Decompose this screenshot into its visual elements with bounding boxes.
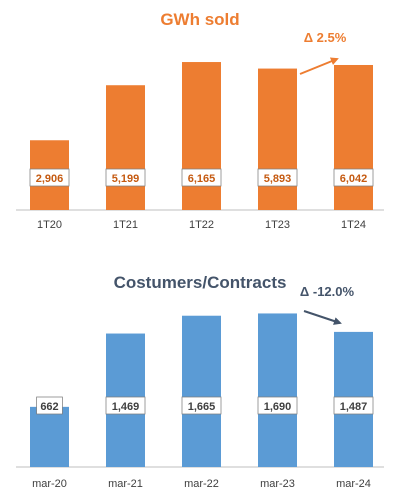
chart-2-tick-labels: mar-20 mar-21 mar-22 mar-23 mar-24	[32, 478, 371, 490]
chart-2-bar-mar-20	[30, 406, 69, 467]
customers-contracts-chart: Costumers/Contracts 662 1,469 1,665 1,690 1,…	[16, 273, 384, 490]
gwh-sold-chart: GWh sold 2,906 5,199 6,165 5,893 6,042 1T20 1…	[16, 10, 384, 231]
chart-1-tick-label: 1T24	[341, 219, 366, 231]
chart-1-tick-label: 1T21	[113, 219, 138, 231]
chart-1-tick-label: 1T22	[189, 219, 214, 231]
chart-2-data-label: 662	[40, 401, 58, 413]
chart-1-data-label: 6,042	[340, 173, 368, 185]
chart-1-data-label-box	[105, 168, 146, 187]
chart-2-data-label: 1,665	[188, 401, 216, 413]
chart-2-data-label-box	[333, 396, 374, 415]
chart-1-delta-annotation: Δ 2.5%	[304, 30, 347, 45]
chart-1-data-label-box	[257, 168, 298, 187]
chart-2-data-label-box	[105, 396, 146, 415]
chart-2-delta-arrow	[303, 310, 342, 325]
chart-2-tick-label: mar-20	[32, 478, 67, 490]
chart-1-data-label-box	[333, 168, 374, 187]
chart-2-data-label-box	[257, 396, 298, 415]
chart-2-tick-label: mar-22	[184, 478, 219, 490]
chart-1-bar-1T22	[182, 62, 221, 210]
chart-1-bars: 2,906 5,199 6,165 5,893 6,042	[29, 62, 374, 211]
chart-1-data-label: 2,906	[36, 173, 64, 185]
chart-1-data-label-box	[181, 168, 222, 187]
chart-2-bars: 662 1,469 1,665 1,690 1,487	[30, 313, 374, 467]
chart-2-data-label-box	[36, 396, 63, 415]
chart-1-title: GWh sold	[160, 10, 239, 29]
chart-1-data-label-box	[29, 168, 70, 187]
chart-1-data-label: 6,165	[188, 173, 216, 185]
chart-2-tick-label: mar-24	[336, 478, 371, 490]
chart-2-data-label: 1,690	[264, 401, 292, 413]
chart-1-data-label: 5,893	[264, 173, 292, 185]
chart-2-bar-mar-22	[182, 315, 221, 467]
chart-1-tick-label: 1T23	[265, 219, 290, 231]
chart-1-tick-label: 1T20	[37, 219, 62, 231]
chart-2-data-label: 1,469	[112, 401, 140, 413]
chart-1-tick-labels: 1T20 1T21 1T22 1T23 1T24	[37, 219, 366, 231]
chart-1-delta-arrow	[299, 57, 339, 75]
chart-2-tick-label: mar-23	[260, 478, 295, 490]
chart-2-delta-annotation: Δ -12.0%	[300, 284, 355, 299]
chart-2-bar-mar-23	[258, 313, 297, 467]
chart-2-title: Costumers/Contracts	[114, 273, 287, 292]
chart-1-data-label: 5,199	[112, 173, 140, 185]
chart-1-bar-1T23	[258, 68, 297, 211]
chart-2-tick-label: mar-21	[108, 478, 143, 490]
chart-2-data-label: 1,487	[340, 401, 368, 413]
chart-1-bar-1T24	[334, 64, 373, 210]
chart-1-bar-1T21	[106, 85, 145, 210]
chart-2-data-label-box	[181, 396, 222, 415]
